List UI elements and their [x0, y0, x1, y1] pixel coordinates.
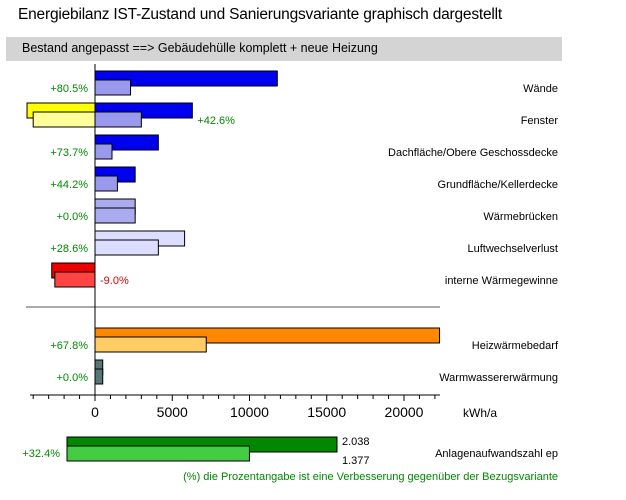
x-tick-label: 10000 [230, 404, 269, 420]
bar-saniert-extra [32, 111, 96, 128]
bar-saniert [94, 79, 132, 96]
category-label: Wände [523, 83, 558, 95]
subtitle-bar: Bestand angepasst ==> Gebäudehülle kompl… [6, 37, 562, 61]
category-label: Warmwassererwärmung [439, 372, 558, 384]
bar-saniert [94, 143, 113, 160]
x-axis-label: kWh/a [463, 406, 497, 420]
percent-label: +67.8% [50, 340, 88, 352]
x-tick-label: 20000 [385, 404, 424, 420]
percent-label: +73.7% [50, 147, 88, 159]
bar-saniert [94, 207, 136, 224]
percent-label: +0.0% [57, 211, 89, 223]
bar-saniert [94, 111, 142, 128]
category-label: Dachfläche/Obere Geschossdecke [388, 147, 558, 159]
bar-saniert [94, 336, 207, 353]
percent-label: +80.5% [50, 83, 88, 95]
bar-saniert [94, 368, 104, 385]
percent-label: +44.2% [50, 179, 88, 191]
category-label: Wärmebrücken [483, 211, 558, 223]
footnote: (%) die Prozentangabe ist eine Verbesser… [183, 471, 558, 483]
category-label: Heizwärmebedarf [472, 340, 559, 352]
ep-value-saniert: 1.377 [342, 455, 370, 467]
bar-saniert [94, 175, 118, 192]
x-tick-label: 0 [91, 404, 99, 420]
x-tick-label: 15000 [307, 404, 346, 420]
percent-label: +42.6% [197, 115, 235, 127]
percent-label: -9.0% [100, 275, 129, 287]
bar-saniert [94, 239, 159, 256]
ep-label: Anlagenaufwandszahl ep [435, 448, 558, 460]
chart-title: Energiebilanz IST-Zustand und Sanierungs… [18, 6, 503, 23]
ep-percent: +32.4% [22, 448, 60, 460]
category-label: Luftwechselverlust [468, 243, 559, 255]
category-label: Fenster [521, 115, 559, 127]
chart-subtitle: Bestand angepasst ==> Gebäudehülle kompl… [22, 41, 378, 55]
bar-saniert [54, 271, 96, 288]
category-label: Grundfläche/Kellerdecke [438, 179, 558, 191]
x-tick-label: 5000 [157, 404, 188, 420]
ep-bar-saniert [66, 445, 250, 462]
percent-label: +0.0% [57, 372, 89, 384]
ep-value-ist: 2.038 [342, 436, 370, 448]
percent-label: +28.6% [50, 243, 88, 255]
category-label: interne Wärmegewinne [445, 275, 558, 287]
